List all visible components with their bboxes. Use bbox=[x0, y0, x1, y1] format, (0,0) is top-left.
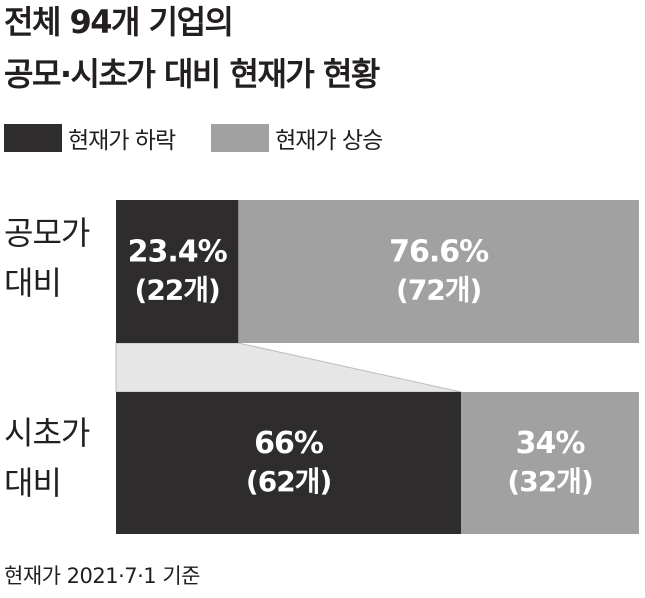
category-label-opening-line2: 대비 bbox=[4, 464, 62, 502]
bar-1-segment-0-percent-label: 66% bbox=[254, 426, 324, 461]
bar-0-segment-0-count-label: (22개) bbox=[135, 274, 220, 307]
bar-0-segment-0 bbox=[116, 200, 239, 343]
category-label-ipo-line2: 대비 bbox=[4, 264, 62, 302]
legend-label-decline: 현재가 하락 bbox=[68, 128, 176, 154]
category-label-ipo-line1: 공모가 bbox=[4, 214, 90, 252]
bar-1-segment-1-count-label: (32개) bbox=[507, 465, 592, 498]
comparison-connector bbox=[115, 342, 462, 393]
legend-swatch-rise bbox=[211, 124, 270, 152]
chart-title-line2: 공모·시초가 대비 현재가 현황 bbox=[4, 55, 380, 93]
bar-1-segment-0-count-label: (62개) bbox=[246, 465, 331, 498]
legend: 현재가 하락 현재가 상승 bbox=[4, 123, 418, 154]
chart-title-line1: 전체 94개 기업의 bbox=[4, 3, 234, 41]
legend-swatch-decline bbox=[4, 124, 62, 152]
bar-1-segment-1 bbox=[461, 392, 639, 534]
bar-1-segment-1-percent-label: 34% bbox=[516, 426, 586, 461]
bar-1-segment-0 bbox=[116, 392, 462, 534]
category-label-opening: 시초가 대비 bbox=[4, 408, 90, 508]
footnote: 현재가 2021·7·1 기준 bbox=[4, 564, 200, 588]
bar-0-segment-1-percent-label: 76.6% bbox=[389, 235, 489, 270]
category-label-opening-line1: 시초가 bbox=[4, 414, 90, 452]
bar-0-segment-0-percent-label: 23.4% bbox=[128, 235, 228, 270]
bar-0-segment-1-count-label: (72개) bbox=[396, 274, 481, 307]
category-label-ipo: 공모가 대비 bbox=[4, 208, 90, 308]
legend-label-rise: 현재가 상승 bbox=[275, 128, 383, 154]
bar-0-segment-1 bbox=[238, 200, 639, 343]
